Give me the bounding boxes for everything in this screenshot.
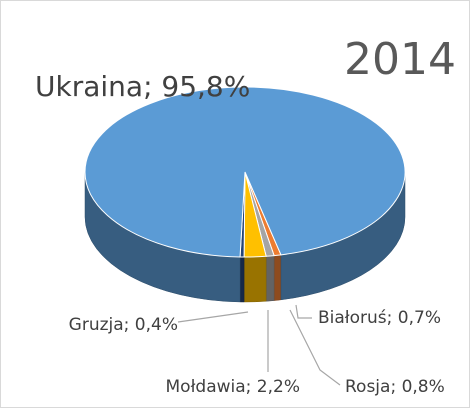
slice-side — [265, 255, 275, 302]
leader-line — [295, 304, 312, 319]
leader-lines — [177, 304, 341, 386]
data-label: Rosja; 0,8% — [345, 377, 445, 397]
slice-side — [243, 255, 267, 303]
data-label: Ukraina; 95,8% — [35, 70, 250, 103]
pie-sides — [84, 171, 406, 303]
pie-tops — [84, 86, 406, 258]
leader-line — [289, 309, 341, 386]
data-label: Białoruś; 0,7% — [318, 308, 441, 328]
slice — [84, 86, 406, 258]
slice-side — [273, 254, 282, 301]
chart-title: 2014 — [344, 34, 456, 85]
slice-side — [239, 256, 245, 303]
leader-line — [177, 311, 249, 323]
data-label: Mołdawia; 2,2% — [166, 377, 300, 397]
data-label: Gruzja; 0,4% — [69, 315, 178, 335]
